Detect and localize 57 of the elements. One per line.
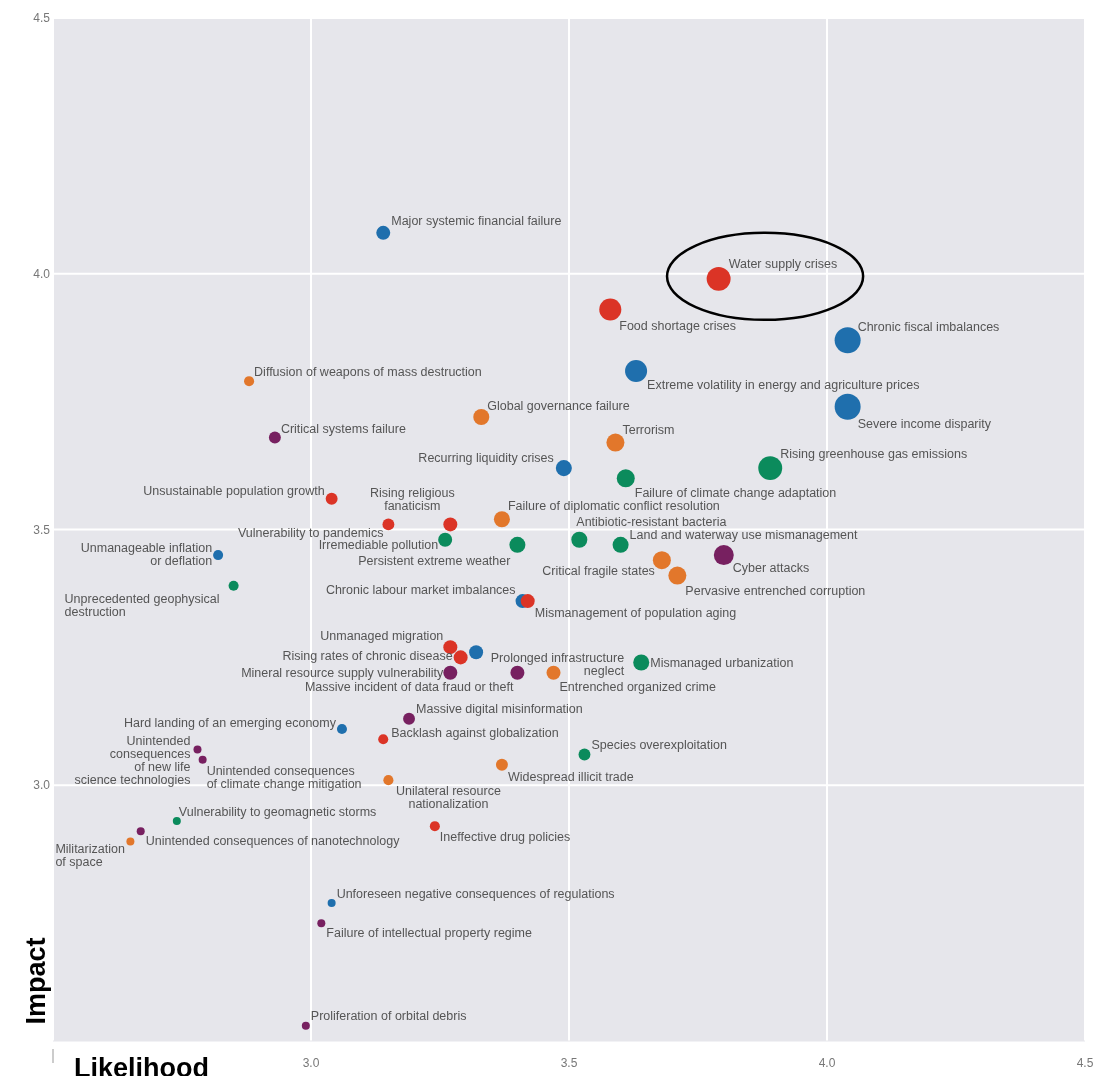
annotation: Diffusion of weapons of mass destruction xyxy=(254,365,482,380)
annotation: Widespread illicit trade xyxy=(507,769,634,784)
annotation: Water supply crises xyxy=(728,256,838,271)
annotation: Unmanageable inflation or deflation xyxy=(80,541,213,569)
annotation: Unsustainable population growth xyxy=(143,483,325,498)
annotation: Critical fragile states xyxy=(542,564,655,579)
annotation: Massive incident of data fraud or theft xyxy=(304,679,514,694)
annotation: Recurring liquidity crises xyxy=(418,451,554,466)
annotation: Cyber attacks xyxy=(732,561,810,576)
x-tick-label: 4.5 xyxy=(1076,1056,1094,1070)
annotation: Massive digital misinformation xyxy=(416,701,583,716)
annotation: Unforeseen negative consequences of regulations xyxy=(336,886,615,901)
y-tick-label: 3.5 xyxy=(33,522,51,537)
x-tick-label: 4.0 xyxy=(818,1056,836,1070)
annotation: Pervasive entrenched corruption xyxy=(685,583,866,598)
annotation: Unintended consequences of nanotechnology xyxy=(145,834,401,849)
annotation: Unintended consequences of climate change mitigation xyxy=(206,763,362,791)
annotation: Land and waterway use mismanagement xyxy=(629,527,859,542)
annotation: Mismanaged urbanization xyxy=(650,656,794,671)
annotation: Mismanagement of population aging xyxy=(534,606,737,621)
annotation: Rising religious fanaticism xyxy=(369,486,455,514)
x-tick-label: 3.5 xyxy=(560,1056,578,1070)
annotation: Antibiotic-resistant bacteria xyxy=(576,514,727,529)
y-tick-label: 3.0 xyxy=(33,778,51,793)
y-axis-title: Impact xyxy=(21,937,51,1025)
y-tick-label: 4.0 xyxy=(33,266,51,281)
annotation: Ineffective drug policies xyxy=(439,830,571,845)
annotation: Prolonged infrastructure neglect xyxy=(490,651,625,679)
annotation: Hard landing of an emerging economy xyxy=(124,715,337,730)
annotation: Chronic fiscal imbalances xyxy=(857,320,1000,335)
annotation: Failure of intellectual property regime xyxy=(326,926,533,941)
annotation: Unilateral resource nationalization xyxy=(395,784,501,812)
annotation: Unprecedented geophysical destruction xyxy=(64,591,220,619)
annotation: Food shortage crises xyxy=(619,318,737,333)
annotation: Major systemic financial failure xyxy=(391,213,562,228)
annotation: Global governance failure xyxy=(487,398,630,413)
annotation: Backlash against globalization xyxy=(391,726,559,741)
annotation: Unmanaged migration xyxy=(320,629,444,644)
annotation: Rising rates of chronic disease xyxy=(282,649,453,664)
annotation: Failure of climate change adaptation xyxy=(634,486,837,501)
annotation: Vulnerability to geomagnetic storms xyxy=(178,805,377,820)
annotation: Severe income disparity xyxy=(857,416,992,431)
annotation: Entrenched organized crime xyxy=(559,679,716,694)
annotation: Proliferation of orbital debris xyxy=(310,1008,467,1023)
annotation: Extreme volatility in energy and agriculture prices xyxy=(647,377,920,392)
annotation: Persistent extreme weather xyxy=(358,553,511,568)
annotation: Critical systems failure xyxy=(280,422,406,437)
annotation: Unintended consequences of new life science technologies xyxy=(74,734,191,788)
annotation: Failure of diplomatic conflict resolution xyxy=(507,499,720,514)
annotation: Species overexploitation xyxy=(591,737,728,752)
y-tick-label: 4.5 xyxy=(33,11,51,25)
annotation: Rising greenhouse gas emissions xyxy=(780,447,968,462)
annotation: Mineral resource supply vulnerability xyxy=(241,665,445,680)
annotation: Militarization of space xyxy=(55,841,125,869)
annotation: Chronic labour market imbalances xyxy=(325,583,516,598)
x-tick-label: 3.0 xyxy=(302,1056,320,1070)
annotation: Terrorism xyxy=(622,422,675,437)
